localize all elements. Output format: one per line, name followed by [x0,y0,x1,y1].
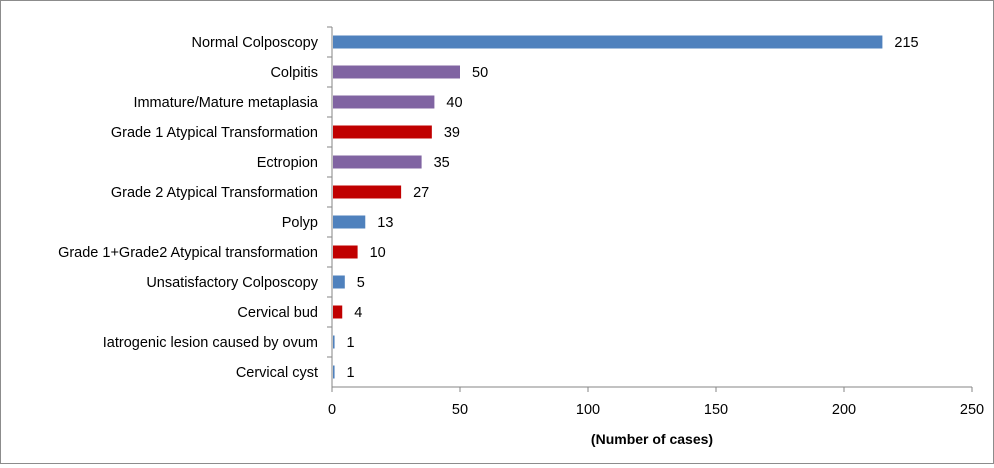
x-tick-label: 150 [704,402,728,418]
value-label-iatrogenic-lesion-caused-by-ovum: 1 [347,335,355,351]
category-label-polyp: Polyp [282,215,318,231]
category-label-ectropion: Ectropion [257,155,318,171]
value-label-colpitis: 50 [472,65,488,81]
category-label-colpitis: Colpitis [270,65,318,81]
bar-polyp [333,215,366,229]
x-tick-label: 250 [960,402,984,418]
category-label-iatrogenic-lesion-caused-by-ovum: Iatrogenic lesion caused by ovum [103,335,318,351]
bar-unsatisfactory-colposcopy [333,275,345,289]
bars-layer [333,35,883,379]
value-labels: 215 50 40 39 35 27 13 10 5 4 1 1 [347,35,919,381]
bar-ectropion [333,155,422,169]
category-label-grade-1-atypical-transformation: Grade 1 Atypical Transformation [111,125,318,141]
x-ticks: 0 50 100 150 200 250 [327,26,984,418]
category-label-unsatisfactory-colposcopy: Unsatisfactory Colposcopy [146,275,318,291]
x-tick-label: 200 [832,402,856,418]
category-label-cervical-cyst: Cervical cyst [236,365,318,381]
value-label-cervical-cyst: 1 [347,365,355,381]
bar-cervical-cyst [333,365,335,379]
x-tick-label: 100 [576,402,600,418]
axes-layer [331,27,972,388]
category-label-cervical-bud: Cervical bud [237,305,318,321]
bar-immature-mature-metaplasia [333,95,435,109]
value-label-polyp: 13 [377,215,393,231]
bar-cervical-bud [333,305,343,319]
bar-grade-2-atypical-transformation [333,185,402,199]
value-label-grade-2-atypical-transformation: 27 [413,185,429,201]
bar-grade-1-grade2-atypical-transformation [333,245,358,259]
bar-iatrogenic-lesion-caused-by-ovum [333,335,335,349]
value-label-immature-mature-metaplasia: 40 [446,95,462,111]
x-axis-title: (Number of cases) [591,431,713,447]
category-label-immature-mature-metaplasia: Immature/Mature metaplasia [133,95,318,111]
value-label-ectropion: 35 [434,155,450,171]
category-label-normal-colposcopy: Normal Colposcopy [191,35,318,51]
value-label-grade-1-grade2-atypical-transformation: 10 [370,245,386,261]
category-label-grade-1-grade2-atypical-transformation: Grade 1+Grade2 Atypical transformation [58,245,318,261]
bar-normal-colposcopy [333,35,883,49]
value-label-unsatisfactory-colposcopy: 5 [357,275,365,291]
x-tick-label: 50 [452,402,468,418]
value-label-cervical-bud: 4 [354,305,362,321]
value-label-grade-1-atypical-transformation: 39 [444,125,460,141]
x-tick-label: 0 [328,402,336,418]
bar-colpitis [333,65,460,79]
value-label-normal-colposcopy: 215 [894,35,918,51]
category-labels: Normal Colposcopy Colpitis Immature/Mature… [58,35,319,381]
category-label-grade-2-atypical-transformation: Grade 2 Atypical Transformation [111,185,318,201]
bar-grade-1-atypical-transformation [333,125,432,139]
